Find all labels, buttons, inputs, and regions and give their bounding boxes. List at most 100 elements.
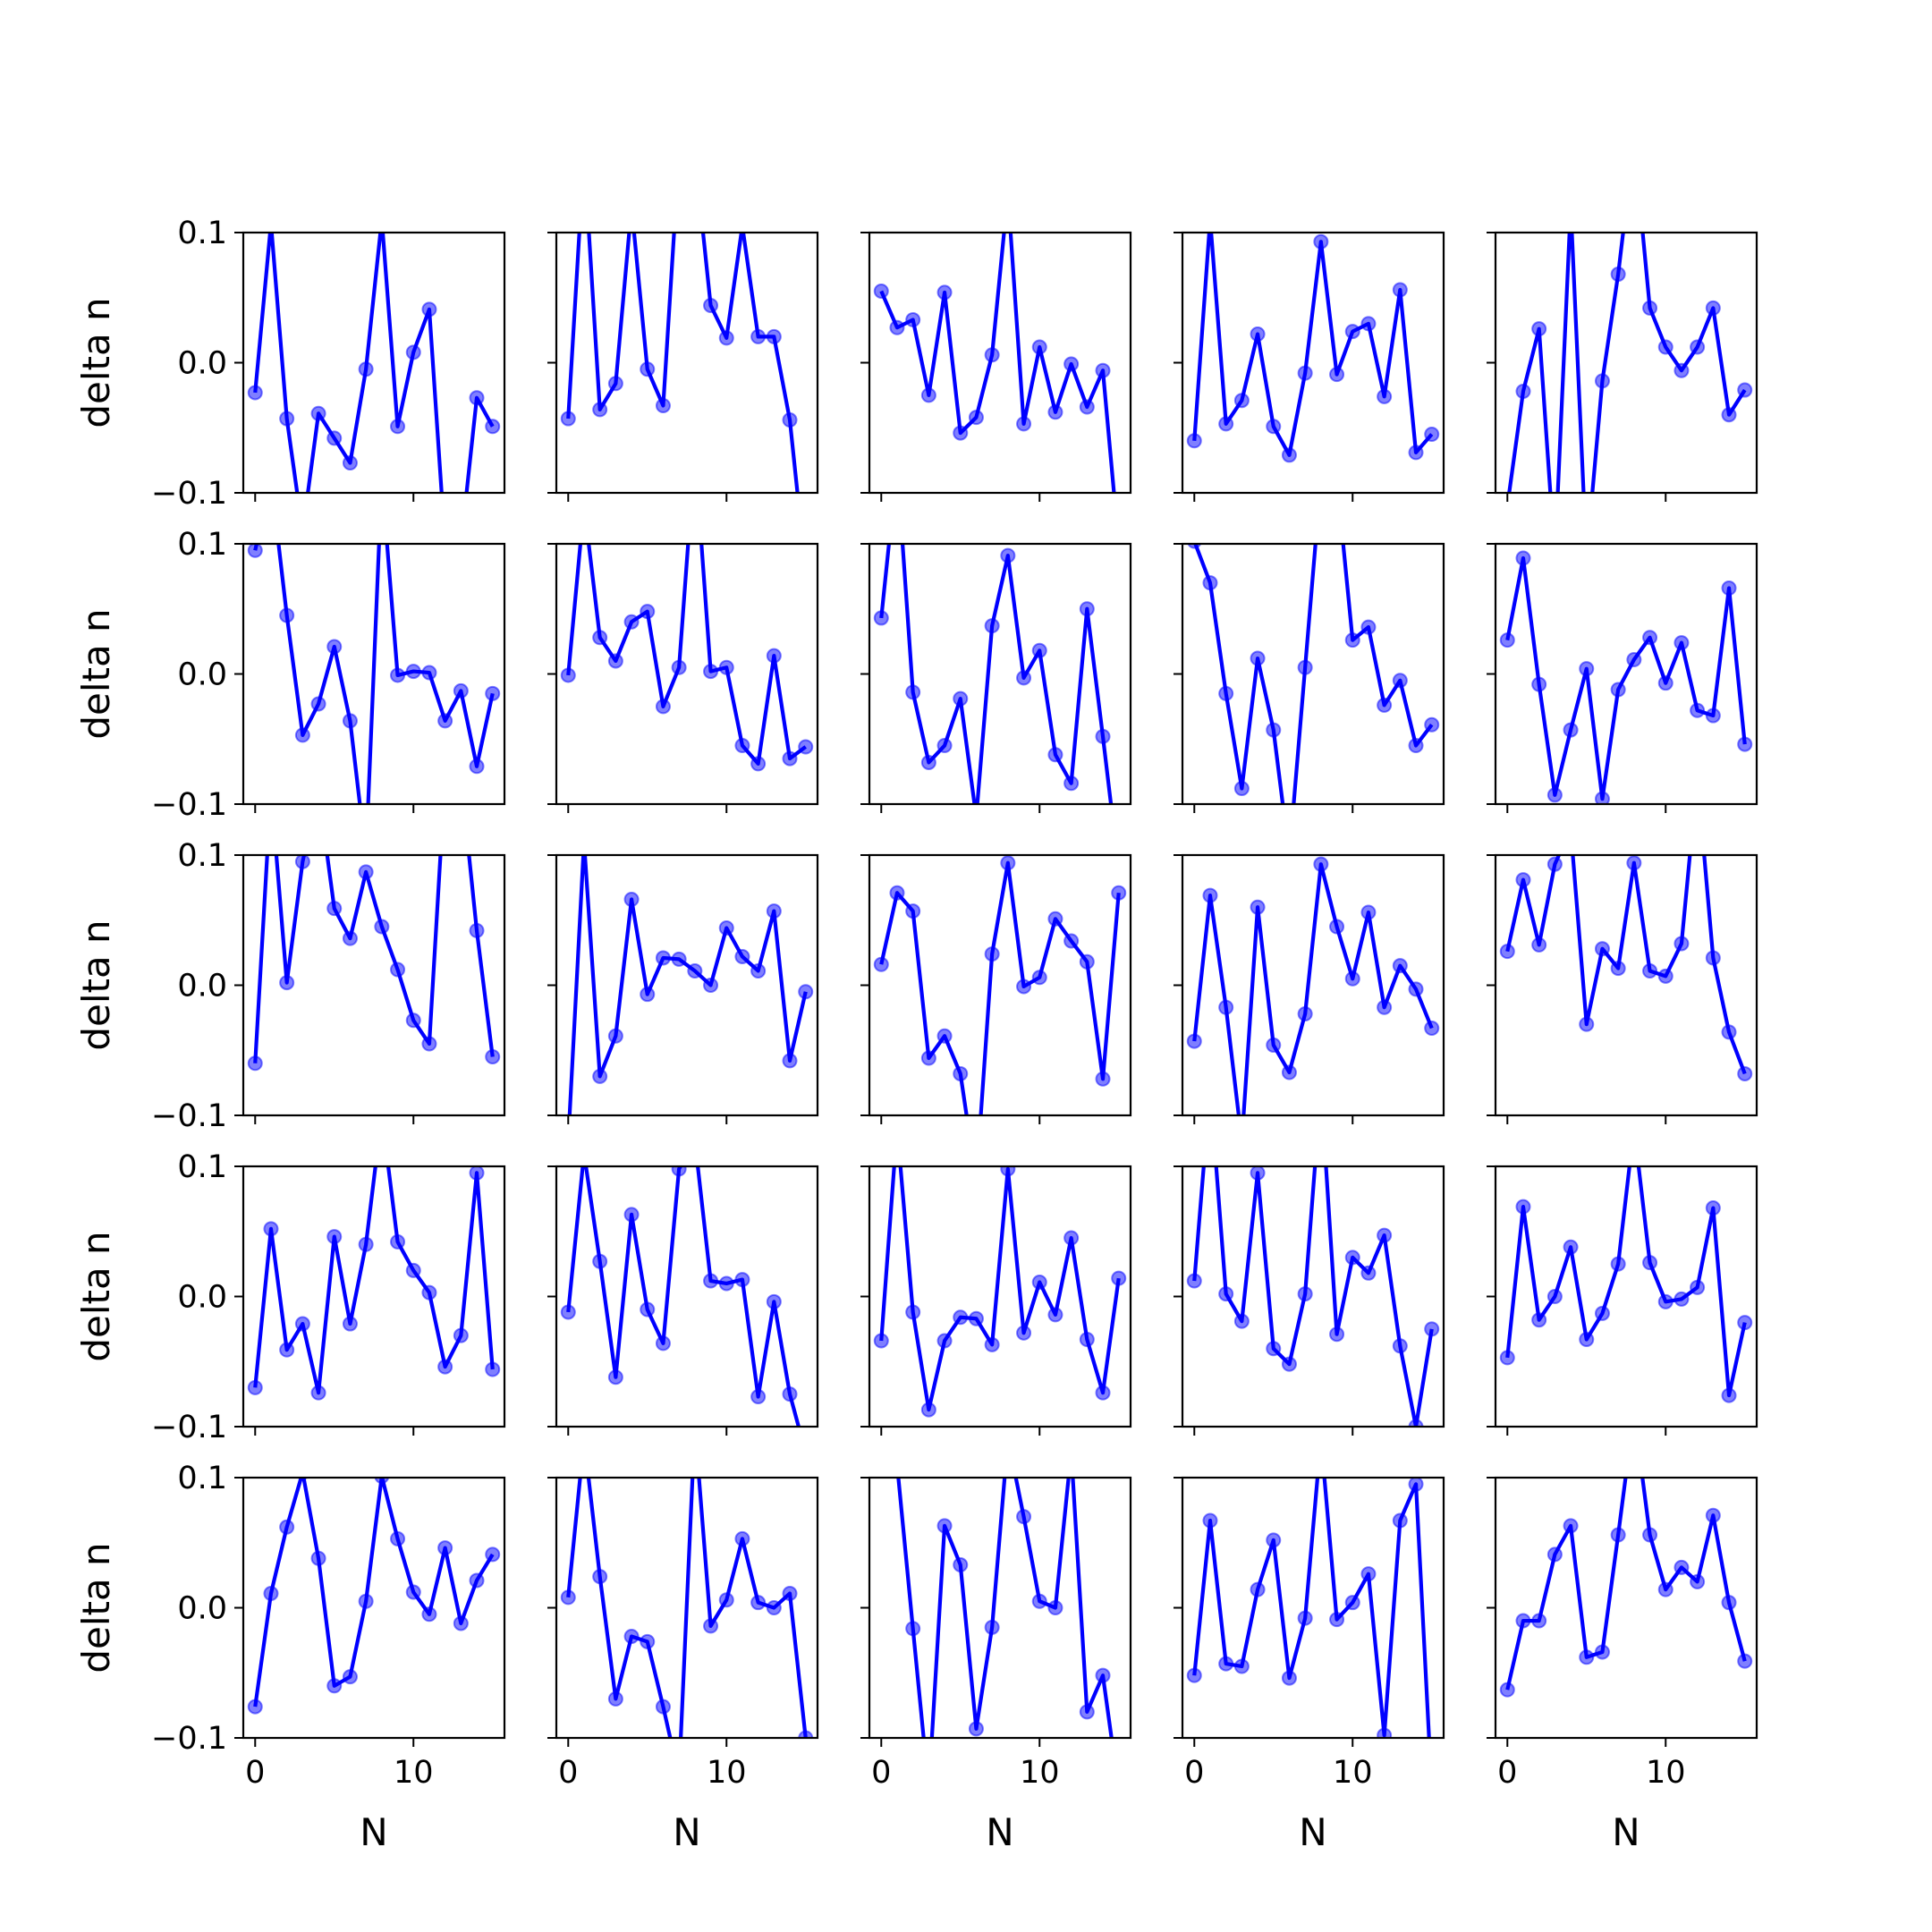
- data-point: [247, 1379, 263, 1395]
- data-point: [1000, 855, 1016, 871]
- data-point: [640, 604, 656, 620]
- data-point: [1266, 419, 1282, 435]
- data-point: [1079, 1704, 1095, 1720]
- data-point: [1233, 1658, 1250, 1674]
- data-point: [1235, 1135, 1249, 1148]
- data-point: [1063, 1230, 1080, 1246]
- data-point: [310, 1385, 326, 1401]
- data-point: [1016, 1509, 1032, 1525]
- data-point: [1642, 1255, 1658, 1271]
- data-point: [592, 1569, 608, 1585]
- data-point: [1112, 1784, 1125, 1797]
- data-point: [405, 1262, 421, 1278]
- x-tick-label: 0: [558, 1755, 578, 1791]
- data-point: [438, 770, 452, 784]
- data-point: [342, 713, 358, 729]
- y-tick-label: 0.1: [177, 1149, 227, 1185]
- data-point: [1329, 919, 1345, 935]
- series-line: [1192, 233, 1434, 457]
- subplot-r4-c3: 0 10N: [1174, 1476, 1445, 1854]
- data-point: [577, 1147, 590, 1160]
- data-point: [1408, 738, 1424, 754]
- subplot-r1-c3: [1174, 472, 1445, 863]
- data-point: [263, 1221, 279, 1237]
- data-point: [1202, 1513, 1218, 1529]
- series-line: [253, 1478, 495, 1707]
- data-point: [703, 297, 719, 313]
- data-point: [1627, 135, 1640, 148]
- series-line: [253, 855, 495, 1063]
- data-point: [438, 538, 452, 552]
- data-point: [577, 835, 590, 849]
- series-line: [1193, 544, 1434, 804]
- data-point: [936, 738, 953, 754]
- data-point: [1594, 373, 1610, 389]
- plot-area: [873, 187, 1116, 493]
- data-point: [294, 727, 310, 743]
- data-point: [1360, 316, 1377, 332]
- data-point: [688, 148, 701, 161]
- data-point: [358, 864, 374, 880]
- data-point: [1642, 962, 1658, 979]
- data-point: [1283, 850, 1296, 863]
- data-point: [1392, 958, 1408, 974]
- data-point: [798, 739, 814, 755]
- data-point: [1095, 1385, 1111, 1401]
- y-tick-label: −0.1: [151, 476, 227, 512]
- data-point: [782, 1053, 798, 1069]
- data-point: [905, 311, 921, 327]
- data-point: [1705, 300, 1721, 316]
- plot-area: [560, 1147, 801, 1427]
- plot-area: [1499, 855, 1753, 1081]
- data-point: [485, 1361, 501, 1377]
- y-tick-label: −0.1: [151, 1410, 227, 1445]
- data-point: [1515, 550, 1531, 566]
- x-axis-label: N: [986, 1810, 1013, 1854]
- data-point: [577, 148, 590, 161]
- plot-area: [1186, 1166, 1440, 1427]
- series-line: [566, 1166, 801, 1427]
- data-point: [390, 667, 406, 683]
- plot-area: [1186, 1478, 1431, 1738]
- data-point: [640, 1633, 656, 1649]
- subplot-r3-c0: −0.1 0.0 0.1 delta n: [74, 1149, 506, 1445]
- data-point: [405, 1013, 421, 1029]
- data-point: [1674, 1559, 1690, 1575]
- series-line: [879, 860, 1121, 1115]
- data-point: [766, 903, 782, 919]
- data-point: [1112, 862, 1125, 876]
- data-point: [873, 610, 889, 626]
- data-point: [421, 1036, 437, 1052]
- subplot-r3-c3: [1174, 1165, 1445, 1436]
- data-point: [1047, 1600, 1063, 1615]
- plot-area: [1187, 472, 1440, 863]
- plot-area: [247, 233, 501, 552]
- data-point: [1330, 472, 1343, 486]
- data-point: [1564, 199, 1578, 213]
- y-tick-label: 0.0: [177, 346, 227, 382]
- data-point: [1690, 1573, 1706, 1589]
- data-point: [453, 1327, 469, 1343]
- y-tick-label: 0.0: [177, 969, 227, 1004]
- plot-area: [567, 835, 814, 1115]
- data-point: [326, 1229, 343, 1245]
- plot-area: [247, 472, 501, 863]
- data-point: [1377, 1227, 1393, 1243]
- data-point: [1266, 1341, 1282, 1357]
- data-point: [953, 425, 969, 441]
- data-point: [1266, 1037, 1282, 1053]
- data-point: [1531, 1312, 1547, 1328]
- data-point: [360, 850, 373, 863]
- y-tick-label: 0.0: [177, 657, 227, 693]
- data-point: [936, 284, 953, 301]
- data-point: [1203, 213, 1216, 226]
- data-point: [1000, 547, 1016, 564]
- data-point: [390, 419, 406, 435]
- data-point: [1563, 722, 1579, 738]
- data-point: [968, 1721, 984, 1737]
- data-point: [453, 1615, 469, 1631]
- data-point: [279, 411, 295, 427]
- data-point: [1001, 187, 1014, 200]
- data-point: [264, 472, 277, 486]
- x-tick-label: 0: [871, 1755, 891, 1791]
